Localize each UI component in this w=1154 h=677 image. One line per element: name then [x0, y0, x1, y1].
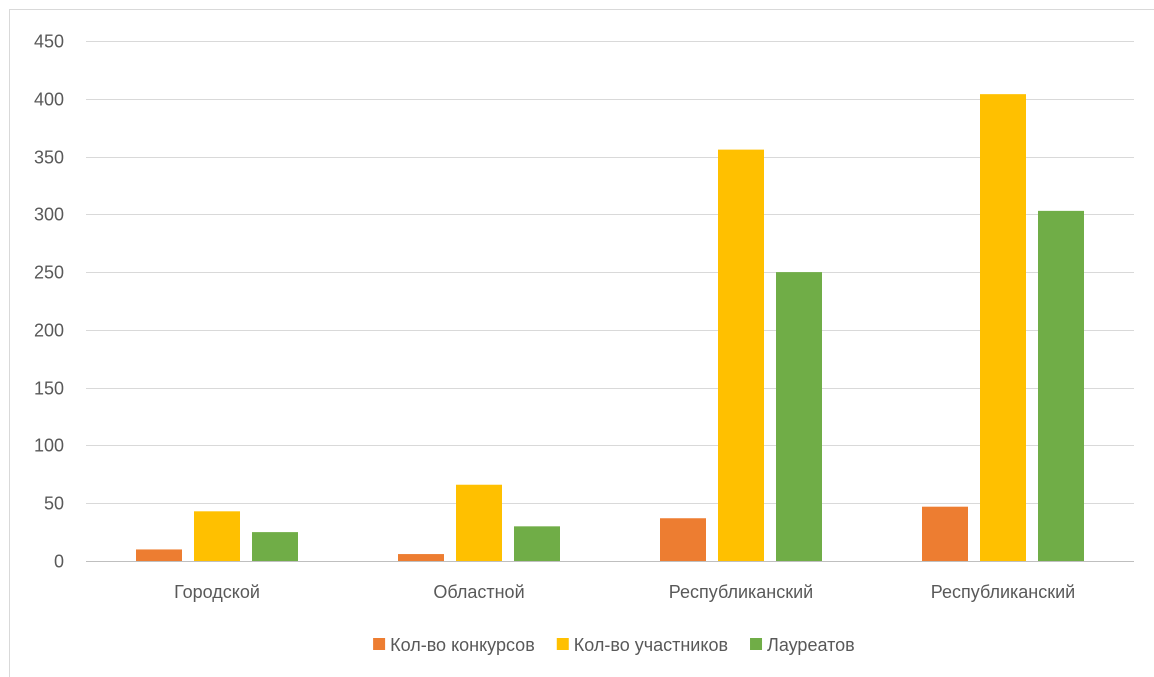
y-tick-label: 250 — [34, 263, 64, 283]
bar-participants — [456, 484, 502, 561]
bar-contests — [922, 506, 968, 561]
y-tick-label: 350 — [34, 148, 64, 168]
bar-contests — [398, 554, 444, 561]
legend: Кол-во конкурсов Кол-во участников Лауреат… — [373, 635, 855, 655]
gridlines — [86, 41, 1134, 562]
x-axis-categories: Городской Областной Республиканский Республ… — [174, 582, 1075, 602]
y-tick-label: 450 — [34, 32, 64, 52]
legend-label: Кол-во конкурсов — [390, 635, 535, 655]
bar-contests — [136, 549, 182, 561]
y-tick-label: 200 — [34, 321, 64, 341]
bar-participants — [718, 149, 764, 561]
chart-frame — [9, 9, 1154, 677]
bar-participants — [980, 94, 1026, 562]
y-axis-ticks: 0 50 100 150 200 250 300 350 400 450 — [34, 32, 64, 572]
legend-swatch — [373, 638, 386, 650]
legend-label: Лауреатов — [767, 635, 855, 655]
legend-swatch — [750, 638, 763, 650]
x-category-label: Городской — [174, 582, 260, 602]
legend-label: Кол-во участников — [574, 635, 728, 655]
legend-swatch — [556, 638, 569, 650]
y-tick-label: 150 — [34, 379, 64, 399]
y-tick-label: 400 — [34, 90, 64, 110]
y-tick-label: 0 — [54, 552, 64, 572]
y-tick-label: 100 — [34, 436, 64, 456]
bar-laureates — [252, 532, 298, 561]
x-category-label: Областной — [433, 582, 524, 602]
x-category-label: Республиканский — [931, 582, 1075, 602]
bar-laureates — [514, 526, 560, 561]
y-tick-label: 50 — [44, 494, 64, 514]
bar-participants — [194, 511, 240, 561]
y-tick-label: 300 — [34, 205, 64, 225]
bars — [136, 94, 1084, 562]
x-category-label: Республиканский — [669, 582, 813, 602]
bar-contests — [660, 518, 706, 561]
bar-laureates — [1038, 210, 1084, 561]
bar-laureates — [776, 272, 822, 561]
